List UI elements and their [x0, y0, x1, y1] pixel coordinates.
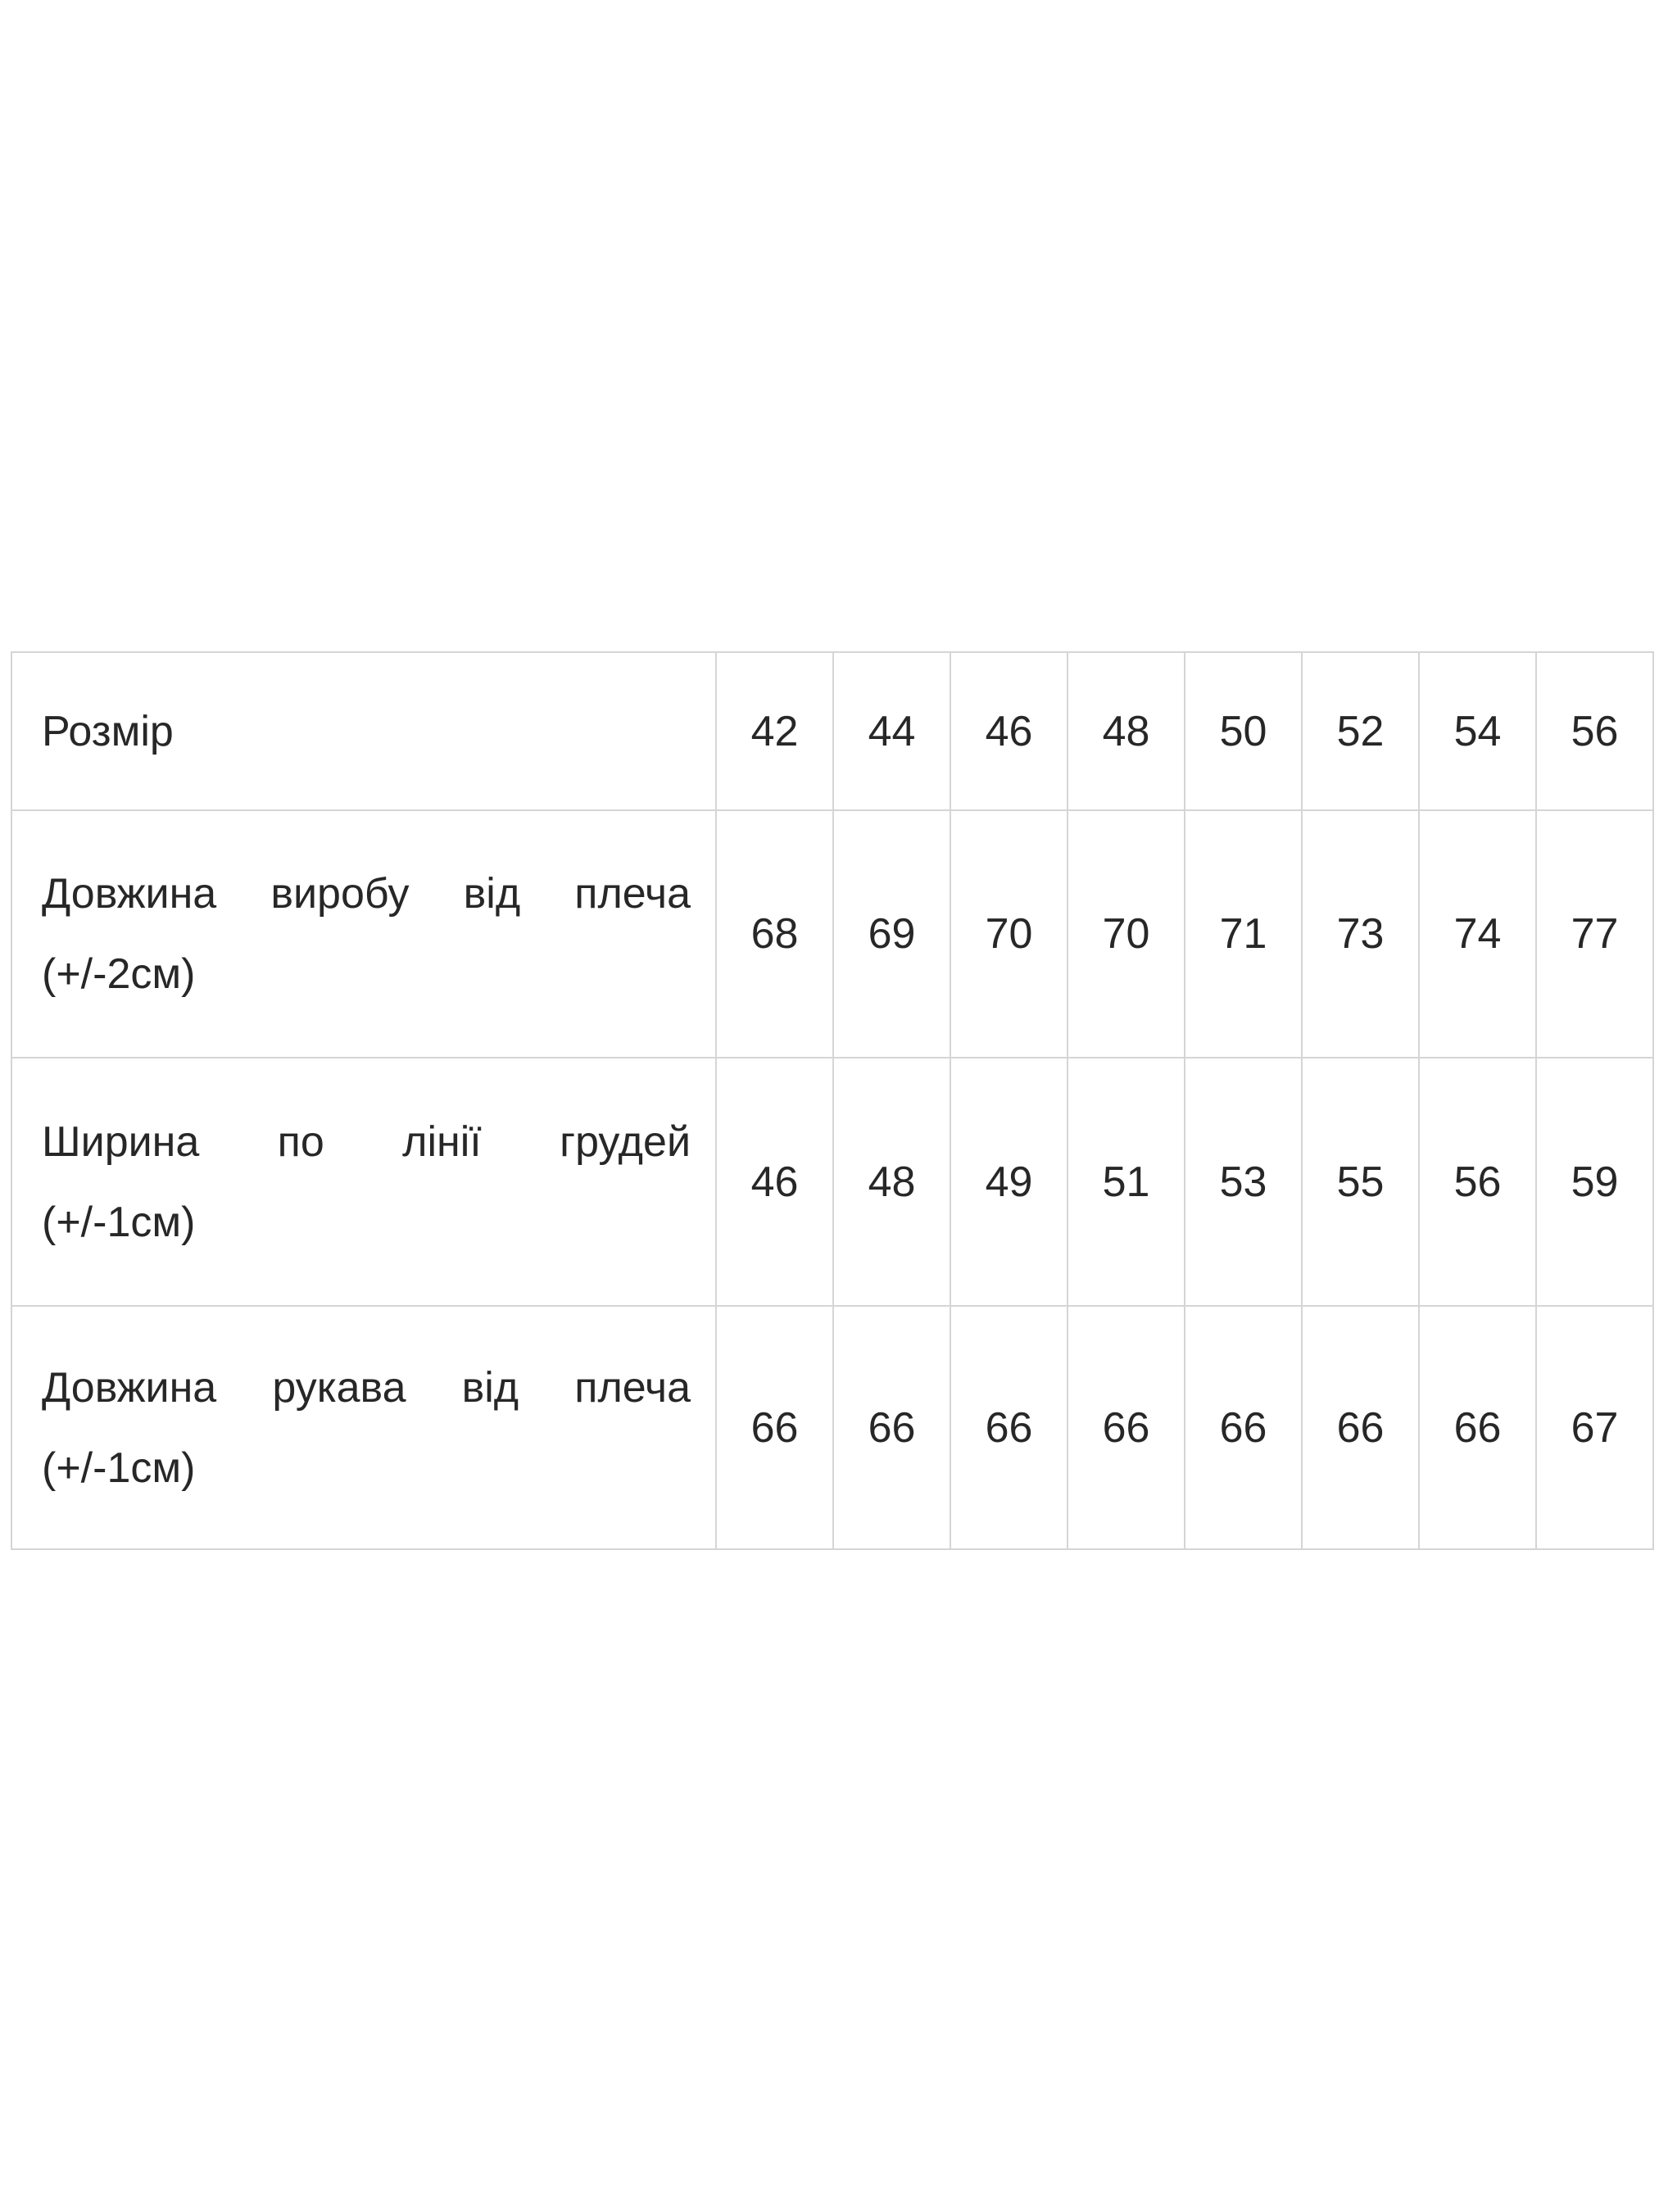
table-row-item-length: Довжина виробу від плеча (+/-2см) 68 69 … [11, 809, 1654, 1058]
measurement-label-cell: Довжина виробу від плеча (+/-2см) [11, 809, 717, 1058]
measurement-value: 55 [1301, 1057, 1420, 1307]
measurement-value: 68 [715, 809, 834, 1058]
size-value: 46 [950, 651, 1068, 811]
measurement-value: 69 [832, 809, 951, 1058]
measurement-label-cell: Довжина рукава від плеча (+/-1см) [11, 1305, 717, 1550]
measurement-value: 66 [1067, 1305, 1185, 1550]
measurement-value: 70 [1067, 809, 1185, 1058]
table-row-sleeve-length: Довжина рукава від плеча (+/-1см) 66 66 … [11, 1305, 1654, 1550]
measurement-value: 70 [950, 809, 1068, 1058]
measurement-label-line1: Довжина виробу від плеча [42, 870, 691, 918]
measurement-value: 48 [832, 1057, 951, 1307]
size-chart-table: Розмір 42 44 46 48 50 52 54 56 Довжина в… [11, 651, 1654, 1550]
measurement-value: 46 [715, 1057, 834, 1307]
size-row-label-cell: Розмір [11, 651, 717, 811]
measurement-label-line1: Довжина рукава від плеча [42, 1363, 691, 1412]
table-row-chest-width: Ширина по лінії грудей (+/-1см) 46 48 49… [11, 1057, 1654, 1307]
measurement-value: 66 [1301, 1305, 1420, 1550]
size-value: 54 [1418, 651, 1537, 811]
measurement-value: 53 [1184, 1057, 1303, 1307]
measurement-value: 66 [832, 1305, 951, 1550]
measurement-label-line2: (+/-1см) [42, 1198, 196, 1246]
measurement-value: 51 [1067, 1057, 1185, 1307]
measurement-label-cell: Ширина по лінії грудей (+/-1см) [11, 1057, 717, 1307]
measurement-value: 77 [1535, 809, 1654, 1058]
size-value: 48 [1067, 651, 1185, 811]
measurement-value: 49 [950, 1057, 1068, 1307]
measurement-value: 73 [1301, 809, 1420, 1058]
measurement-label-line2: (+/-2см) [42, 950, 196, 998]
measurement-value: 66 [715, 1305, 834, 1550]
size-value: 50 [1184, 651, 1303, 811]
measurement-value: 71 [1184, 809, 1303, 1058]
size-value: 56 [1535, 651, 1654, 811]
size-value: 52 [1301, 651, 1420, 811]
measurement-value: 56 [1418, 1057, 1537, 1307]
measurement-value: 59 [1535, 1057, 1654, 1307]
measurement-label-line1: Ширина по лінії грудей [42, 1117, 691, 1166]
measurement-value: 66 [1418, 1305, 1537, 1550]
table-row-size-header: Розмір 42 44 46 48 50 52 54 56 [11, 651, 1654, 811]
size-value: 42 [715, 651, 834, 811]
measurement-value: 74 [1418, 809, 1537, 1058]
measurement-label-line2: (+/-1см) [42, 1444, 196, 1492]
size-value: 44 [832, 651, 951, 811]
size-row-label: Розмір [42, 707, 174, 755]
measurement-value: 66 [1184, 1305, 1303, 1550]
measurement-value: 67 [1535, 1305, 1654, 1550]
measurement-value: 66 [950, 1305, 1068, 1550]
